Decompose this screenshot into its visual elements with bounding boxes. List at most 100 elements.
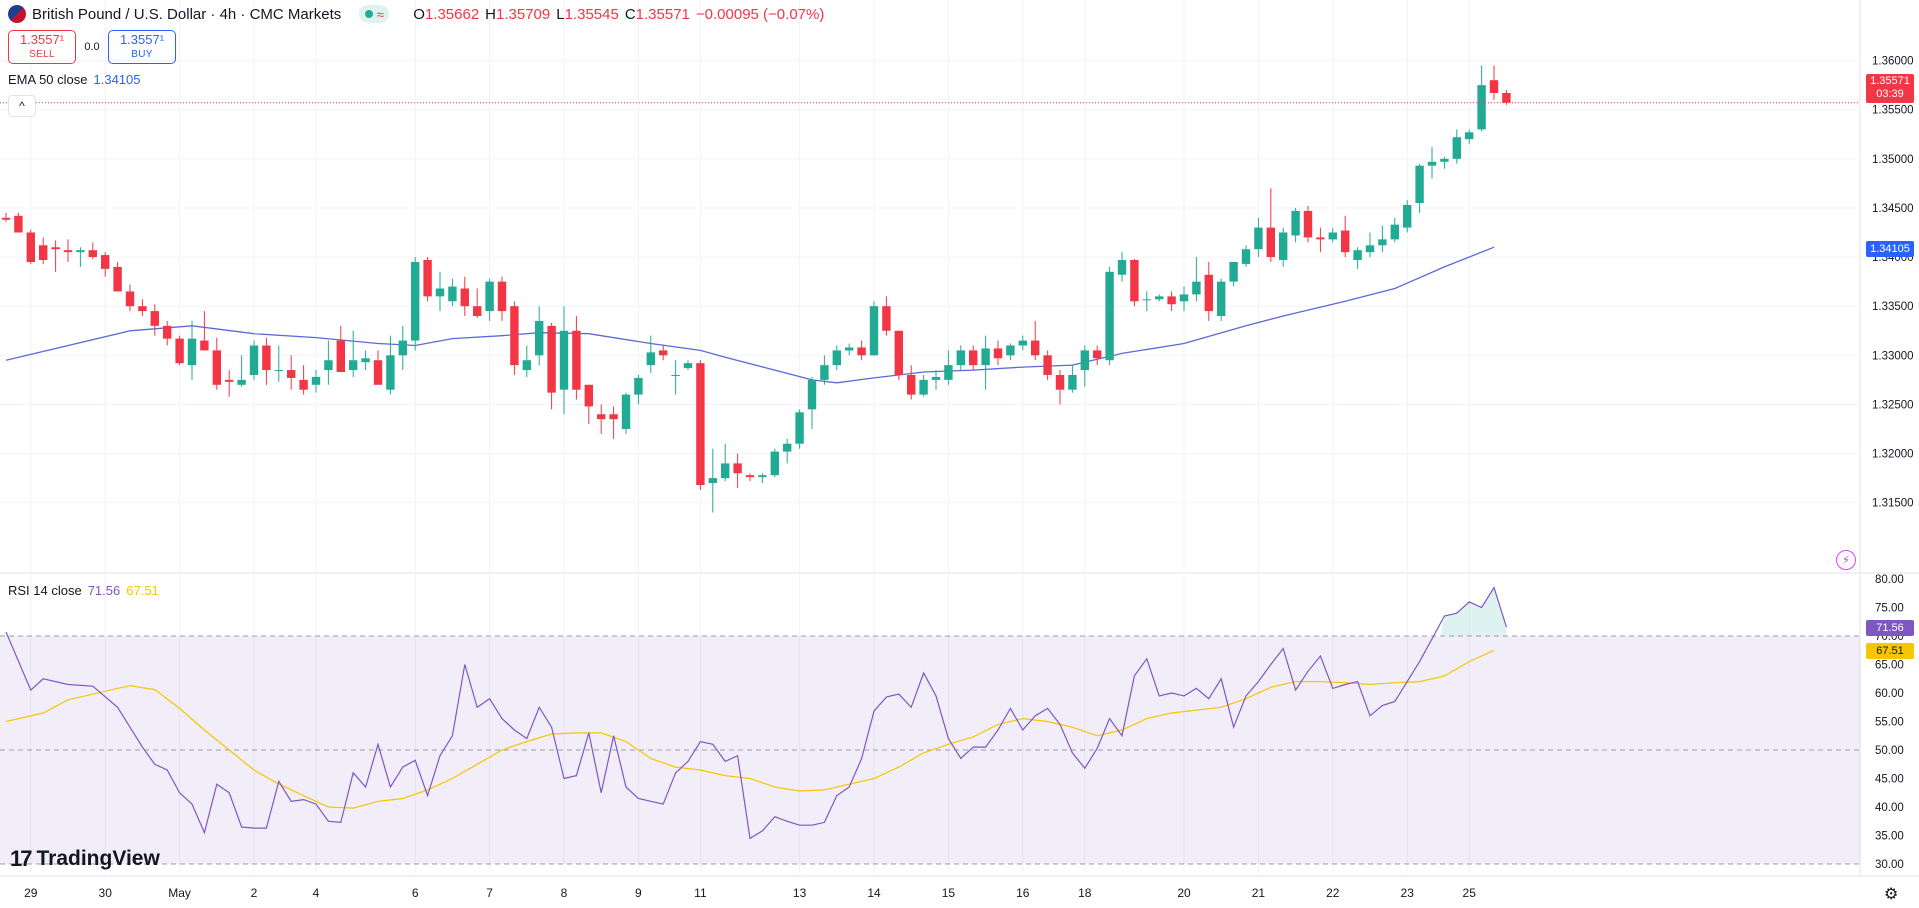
candle-body: [448, 286, 457, 302]
candle-body: [1477, 85, 1486, 130]
candle-body: [1055, 374, 1065, 390]
tradingview-logo-text: TradingView: [36, 847, 160, 870]
candle-body: [807, 379, 817, 410]
candle-body: [386, 355, 395, 390]
change-value: −0.00095 (−0.07%): [695, 5, 825, 23]
candle-body: [1465, 132, 1474, 140]
candle-body: [981, 348, 990, 366]
candle-body: [187, 338, 197, 366]
candle-body: [101, 255, 110, 269]
rsi-line: [5, 586, 1507, 840]
candle-body: [113, 266, 122, 292]
price-axis-label: 1.33000: [1872, 350, 1914, 362]
symbol-header: British Pound / U.S. Dollar · 4h · CMC M…: [8, 4, 824, 24]
candle-body: [1006, 345, 1015, 356]
symbol-title[interactable]: British Pound / U.S. Dollar · 4h · CMC M…: [32, 5, 342, 23]
candle-body: [361, 358, 370, 363]
time-axis-label: 13: [793, 886, 807, 900]
time-axis-label: 4: [313, 886, 320, 900]
candle-body: [1031, 340, 1040, 356]
last-price-value: 1.35571: [1870, 75, 1910, 87]
candle-body: [745, 475, 755, 478]
candle-body: [150, 311, 159, 326]
sell-label: SELL: [29, 49, 55, 60]
candle-body: [919, 379, 928, 395]
candle-body: [572, 330, 581, 390]
sell-button[interactable]: 1.3557¹ SELL: [8, 30, 76, 64]
price-axis-label: 1.33500: [1872, 301, 1914, 313]
candle-body: [634, 377, 643, 395]
time-axis-label: 16: [1016, 886, 1030, 900]
rsi-axis-label: 40.00: [1875, 802, 1904, 814]
candle-body: [1328, 232, 1337, 240]
candle-body: [473, 306, 482, 317]
candle-body: [683, 363, 693, 369]
buy-button[interactable]: 1.3557¹ BUY: [108, 30, 176, 64]
market-status-indicator[interactable]: ≈: [359, 5, 390, 23]
candle-body: [1489, 80, 1499, 93]
candle-body: [1117, 260, 1127, 275]
candle-body: [1353, 250, 1362, 261]
candle-body: [225, 379, 234, 382]
gear-icon[interactable]: ⚙: [1884, 886, 1899, 903]
tradingview-logo[interactable]: 17 TradingView: [10, 846, 160, 872]
candle-body: [522, 360, 531, 371]
candle-body: [63, 250, 73, 253]
candle-body: [1341, 230, 1350, 253]
candle-body: [1427, 161, 1437, 166]
time-axis-label: 9: [635, 886, 642, 900]
close-value: 1.35571: [635, 5, 690, 23]
candle-body: [460, 288, 469, 307]
candle-body: [845, 347, 854, 351]
ema-legend[interactable]: EMA 50 close 1.34105: [8, 72, 141, 87]
candle-body: [882, 306, 891, 331]
candle-body: [733, 463, 742, 474]
candle-body: [1254, 227, 1263, 250]
rsi-axis-label: 75.00: [1875, 603, 1904, 615]
candle-body: [1440, 158, 1449, 162]
candle-body: [51, 247, 60, 250]
ema-50-line: [5, 246, 1495, 384]
candle-body: [1241, 249, 1251, 264]
candle-body: [423, 260, 432, 297]
candle-body: [696, 363, 705, 486]
candle-body: [1316, 237, 1325, 240]
time-axis-label: 11: [694, 886, 707, 900]
price-axis-label: 1.34500: [1872, 203, 1914, 215]
candle-body: [200, 340, 209, 351]
time-axis-label: 7: [486, 886, 493, 900]
rsi-axis-label: 35.00: [1875, 831, 1904, 843]
candle-body: [708, 478, 717, 484]
rsi-axis-label: 60.00: [1875, 688, 1904, 700]
collapse-legend-button[interactable]: ^: [8, 95, 36, 117]
candle-body: [510, 306, 519, 366]
candle-body: [138, 306, 147, 312]
candle-body: [857, 347, 866, 356]
time-axis-label: May: [168, 886, 191, 900]
candle-body: [621, 394, 631, 430]
candle-body: [1018, 340, 1027, 346]
wave-icon: ≈: [376, 6, 384, 22]
lightning-icon[interactable]: ⚡: [1836, 550, 1856, 570]
candle-body: [212, 350, 221, 385]
rsi-legend[interactable]: RSI 14 close 71.56 67.51: [8, 583, 159, 598]
time-axis-label: 6: [412, 886, 419, 900]
candle-body: [659, 350, 668, 356]
price-axis-label: 1.36000: [1872, 56, 1914, 68]
candle-body: [1502, 92, 1511, 103]
price-axis-label: 1.35000: [1872, 154, 1914, 166]
price-axis-label: 1.32500: [1872, 399, 1914, 411]
time-axis-label: 25: [1463, 886, 1477, 900]
time-axis-label: 15: [942, 886, 956, 900]
spread-value: 0.0: [84, 41, 100, 53]
rsi-ma-value-tag: 67.51: [1866, 643, 1914, 659]
candle-body: [671, 374, 680, 376]
time-axis-label: 30: [99, 886, 113, 900]
candle-body: [1, 217, 11, 220]
candle-body: [931, 376, 941, 380]
candle-body: [783, 443, 792, 452]
candle-body: [1093, 350, 1102, 359]
tradingview-logo-icon: 17: [10, 846, 33, 871]
rsi-ma-legend-value: 67.51: [126, 583, 159, 598]
